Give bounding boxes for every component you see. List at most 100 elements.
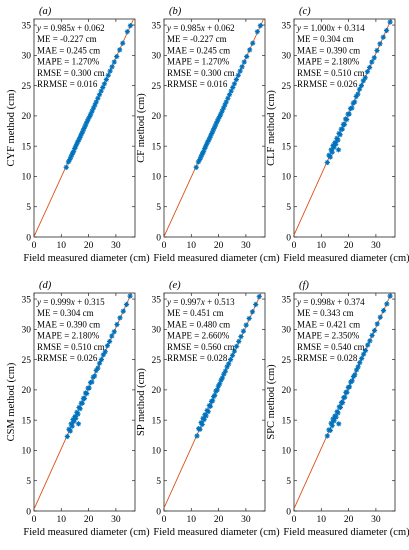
y-tick-label: 0 — [26, 507, 31, 517]
data-point — [365, 342, 371, 348]
data-point — [78, 133, 84, 139]
y-tick-label: 5 — [26, 203, 31, 213]
stats-line: RRMSE = 0.028 — [167, 353, 228, 363]
x-tick-label: 0 — [162, 515, 167, 525]
y-tick-label: 20 — [282, 112, 292, 122]
data-point — [360, 78, 366, 84]
data-point — [193, 164, 199, 170]
data-point — [222, 368, 229, 374]
data-point — [335, 147, 342, 153]
data-point — [253, 301, 259, 308]
stats-line: MAE = 0.421 cm — [297, 319, 360, 329]
data-point — [95, 365, 101, 371]
y-tick-label: 30 — [152, 52, 162, 62]
stats-line: MAPE = 2.180% — [297, 57, 360, 67]
stats-line: MAE = 0.245 cm — [167, 45, 230, 55]
data-point — [217, 113, 223, 120]
data-point — [83, 121, 89, 127]
y-axis-label: SPC method (cm) — [266, 364, 277, 440]
data-point — [337, 404, 344, 411]
plot-frame — [293, 292, 396, 512]
data-point — [344, 116, 350, 123]
data-point — [201, 416, 207, 423]
y-tick-label: 35 — [282, 295, 292, 305]
y-tick-label: 15 — [22, 142, 32, 152]
data-point — [243, 322, 249, 328]
x-tick-label: 30 — [111, 241, 121, 251]
data-point — [219, 375, 226, 381]
data-point — [337, 132, 343, 138]
stats-line: MAPE = 2.180% — [37, 331, 100, 341]
data-point — [96, 360, 103, 366]
stats-line: MAE = 0.390 cm — [297, 45, 360, 55]
data-point — [230, 84, 236, 91]
stats-line: MAPE = 2.660% — [167, 331, 230, 341]
data-point — [362, 347, 369, 354]
panel-label: (a) — [39, 6, 52, 17]
data-point — [380, 307, 387, 314]
data-point — [87, 113, 93, 120]
data-point — [369, 59, 375, 65]
x-tick-label: 20 — [84, 515, 94, 525]
data-point — [214, 387, 220, 393]
data-point — [100, 84, 106, 91]
stats-line: ME = 0.343 cm — [297, 308, 354, 318]
data-point — [329, 149, 335, 155]
data-point — [209, 398, 216, 404]
data-point — [367, 64, 373, 71]
stats-line: RRMSE = 0.026 — [37, 353, 98, 363]
x-tick-label: 20 — [214, 515, 224, 525]
y-tick-label: 10 — [152, 173, 162, 183]
data-point — [68, 421, 74, 427]
panel-label: (e) — [169, 280, 181, 291]
data-point — [329, 423, 335, 429]
data-point — [214, 118, 220, 124]
data-point — [220, 105, 227, 111]
data-point — [197, 426, 203, 432]
x-tick-label: 0 — [292, 241, 297, 251]
y-tick-label: 5 — [286, 203, 291, 213]
data-point — [111, 329, 117, 335]
y-tick-label: 5 — [286, 477, 291, 487]
data-point — [341, 121, 348, 127]
y-tick-label: 25 — [22, 356, 32, 366]
data-point — [229, 352, 236, 358]
x-tick-label: 30 — [241, 515, 251, 525]
x-tick-label: 20 — [344, 241, 354, 251]
data-point — [333, 141, 339, 147]
data-point — [231, 81, 238, 87]
stats-line: y = 0.999x + 0.315 — [36, 297, 105, 307]
data-point — [88, 111, 94, 117]
data-point — [202, 144, 209, 150]
data-point — [239, 64, 245, 70]
stats-line: ME = -0.227 cm — [167, 34, 227, 44]
x-tick-label: 10 — [187, 515, 197, 525]
data-point — [223, 99, 229, 105]
data-point — [98, 357, 105, 363]
x-axis-label: Field measured diameter (cm) — [153, 253, 280, 264]
data-point — [339, 400, 346, 406]
plot-frame — [33, 18, 136, 238]
data-point — [105, 72, 111, 78]
data-point — [90, 105, 97, 111]
x-tick-label: 20 — [344, 515, 354, 525]
data-point — [82, 123, 88, 129]
data-point — [361, 351, 367, 357]
data-point — [200, 149, 207, 155]
x-tick-label: 30 — [371, 241, 381, 251]
x-tick-label: 10 — [317, 515, 327, 525]
data-point — [256, 294, 262, 300]
y-tick-label: 0 — [156, 233, 161, 243]
data-point — [228, 357, 234, 363]
y-tick-label: 15 — [282, 416, 292, 426]
data-point — [84, 118, 90, 124]
plot-frame — [33, 292, 136, 512]
data-point — [64, 433, 70, 440]
plot-frame — [293, 18, 396, 238]
plot-frame — [163, 292, 266, 512]
data-point — [114, 321, 120, 328]
data-point — [71, 418, 77, 424]
data-point — [75, 411, 81, 417]
data-point — [107, 338, 113, 345]
